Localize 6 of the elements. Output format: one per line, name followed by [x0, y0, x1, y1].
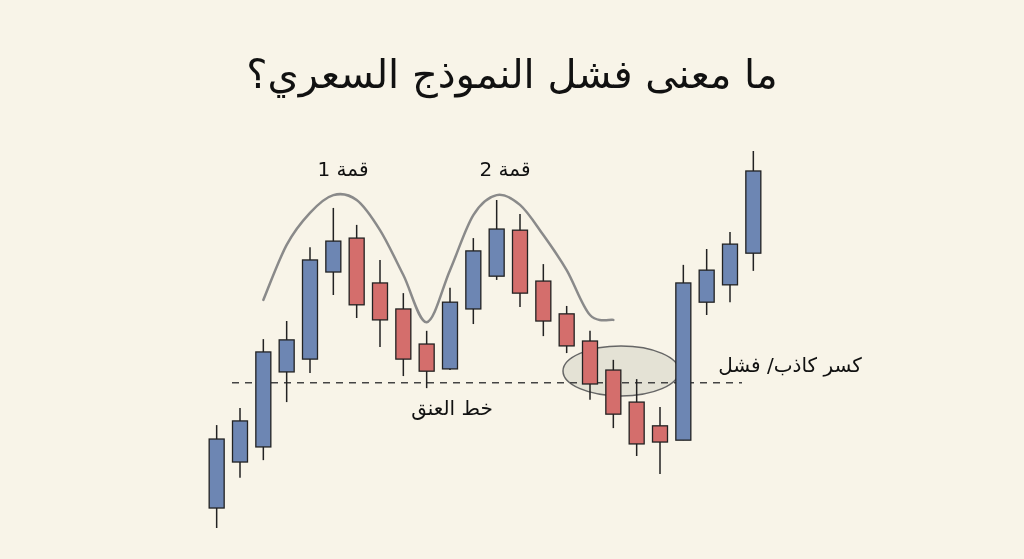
- ref-line-label: خط العنق: [411, 395, 493, 420]
- annotation: قمة 2: [479, 157, 531, 181]
- annotation: قمة 1: [317, 157, 369, 181]
- chart-title: ما معنى فشل النموذج السعري؟: [246, 51, 778, 99]
- candlestick: [651, 406, 669, 475]
- annotation: كسر كاذب/ فشل: [718, 353, 863, 377]
